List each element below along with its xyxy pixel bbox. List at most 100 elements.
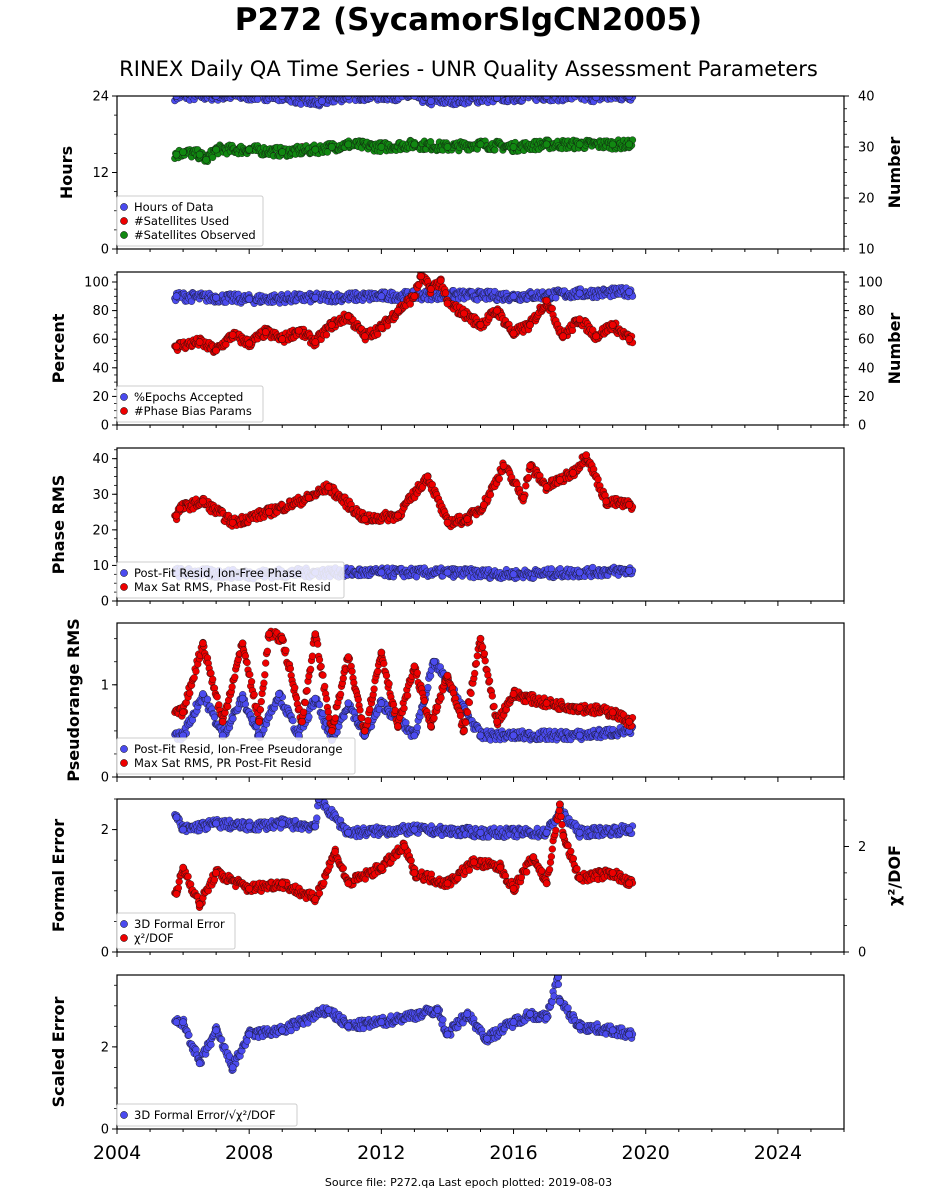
legend-marker	[120, 231, 128, 239]
panel-percent: 020406080100Percent020406080100Number%Ep…	[49, 271, 904, 434]
legend-entry: Hours of Data	[134, 200, 214, 214]
y-tick-label: 1	[101, 678, 109, 693]
data-point	[315, 656, 324, 664]
data-point	[430, 657, 439, 666]
data-point	[594, 475, 602, 483]
data-point	[479, 643, 487, 651]
y-tick-label: 40	[92, 361, 109, 376]
legend: %Epochs Accepted#Phase Bias Params	[116, 385, 264, 423]
data-point	[311, 293, 320, 302]
data-point	[323, 148, 332, 156]
data-point	[213, 693, 221, 701]
data-point	[559, 332, 567, 341]
data-point	[255, 717, 263, 726]
data-point	[555, 96, 558, 97]
data-point	[175, 504, 184, 513]
data-point	[490, 702, 498, 711]
data-point	[542, 140, 551, 149]
data-point	[443, 568, 452, 577]
data-point	[473, 652, 481, 660]
legend-marker	[120, 745, 128, 753]
legend-marker	[120, 393, 128, 401]
y-tick-label: 80	[92, 304, 109, 319]
data-point	[612, 96, 616, 97]
data-point	[172, 150, 181, 159]
data-point	[349, 89, 356, 96]
data-point	[318, 97, 326, 105]
data-point	[231, 96, 235, 97]
data-point	[423, 472, 432, 481]
data-point	[351, 88, 358, 95]
data-point	[417, 272, 425, 281]
data-point	[172, 89, 179, 96]
data-point	[379, 89, 386, 96]
data-point	[509, 329, 518, 338]
legend-marker	[120, 407, 128, 415]
data-point	[272, 96, 275, 97]
data-point	[443, 671, 452, 680]
data-point	[547, 565, 556, 573]
data-point	[260, 679, 268, 687]
data-point	[476, 321, 485, 329]
data-point	[278, 148, 287, 156]
data-point	[224, 702, 232, 711]
data-point	[331, 714, 339, 722]
data-point	[592, 332, 601, 341]
data-point	[228, 331, 237, 339]
data-point	[360, 332, 369, 341]
y-tick-label: 0	[101, 595, 109, 610]
data-point	[522, 482, 530, 490]
data-point	[569, 469, 577, 477]
data-point	[172, 511, 181, 520]
series-red	[171, 627, 637, 736]
data-point	[499, 461, 508, 470]
y-tick-label: 20	[92, 390, 109, 405]
data-point	[556, 88, 563, 95]
data-point	[542, 483, 551, 491]
data-point	[394, 722, 402, 731]
data-point	[192, 667, 200, 676]
data-point	[229, 714, 237, 723]
legend: Hours of Data#Satellites Used#Satellites…	[116, 195, 264, 247]
data-point	[410, 731, 419, 740]
data-point	[186, 689, 194, 697]
data-point	[529, 89, 536, 96]
data-point	[304, 493, 313, 502]
data-point	[443, 299, 452, 308]
data-point	[327, 727, 336, 735]
data-point	[356, 89, 363, 96]
data-point	[344, 699, 353, 708]
data-point	[625, 140, 634, 149]
legend-marker	[120, 759, 128, 767]
y-axis-label: Phase RMS	[49, 475, 68, 575]
data-point	[298, 717, 306, 726]
data-point	[250, 690, 258, 699]
data-point	[360, 727, 369, 735]
data-point	[199, 639, 207, 648]
data-point	[212, 145, 220, 154]
data-point	[314, 640, 322, 648]
series-blue	[171, 88, 637, 110]
data-point	[430, 714, 438, 722]
data-point	[324, 483, 333, 491]
data-point	[311, 630, 320, 638]
panel-percent-data	[171, 272, 637, 356]
data-point	[456, 712, 465, 720]
data-point	[172, 342, 181, 351]
y-right-tick-label: 20	[858, 192, 875, 207]
data-point	[550, 96, 554, 97]
data-point	[420, 697, 429, 705]
data-point	[394, 306, 402, 315]
data-point	[317, 662, 325, 671]
data-point	[282, 96, 285, 97]
data-point	[427, 722, 435, 731]
data-point	[493, 96, 501, 102]
data-point	[193, 89, 200, 96]
data-point	[377, 88, 384, 95]
data-point	[434, 703, 442, 711]
y-right-axis-label: Number	[885, 313, 904, 385]
